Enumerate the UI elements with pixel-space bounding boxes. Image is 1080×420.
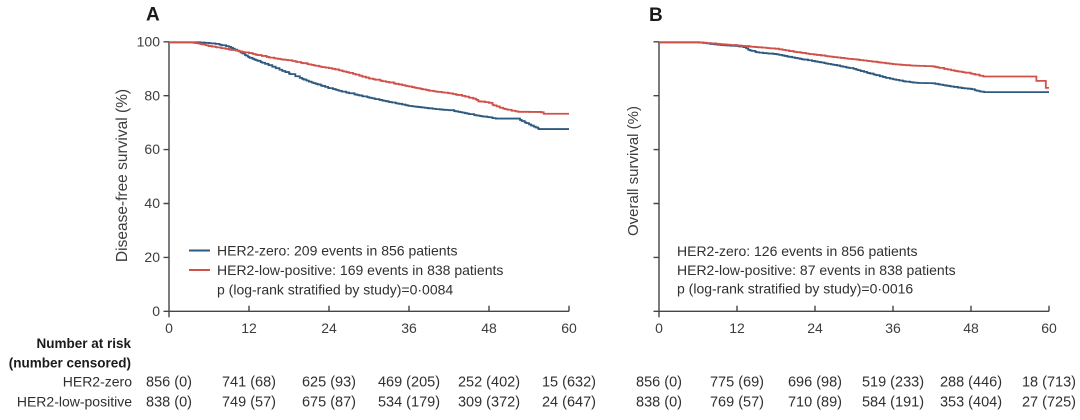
svg-text:Number at risk: Number at risk — [36, 336, 131, 351]
svg-text:741 (68): 741 (68) — [222, 375, 276, 391]
svg-text:710 (89): 710 (89) — [788, 395, 842, 411]
svg-text:A: A — [146, 5, 160, 26]
svg-text:Overall survival (%): Overall survival (%) — [625, 106, 642, 236]
svg-text:288 (446): 288 (446) — [940, 375, 1002, 391]
svg-text:12: 12 — [241, 320, 257, 336]
svg-text:12: 12 — [729, 320, 745, 336]
svg-text:838 (0): 838 (0) — [146, 395, 192, 411]
svg-text:696 (98): 696 (98) — [788, 375, 842, 391]
svg-text:24: 24 — [807, 320, 823, 336]
svg-text:p (log-rank stratified by stud: p (log-rank stratified by study)=0·0084 — [217, 281, 453, 297]
svg-text:0: 0 — [152, 303, 160, 319]
svg-text:584 (191): 584 (191) — [862, 395, 924, 411]
svg-text:HER2-zero: HER2-zero — [63, 374, 132, 390]
svg-text:Disease-free survival (%): Disease-free survival (%) — [114, 89, 131, 262]
svg-text:27 (725): 27 (725) — [1022, 395, 1076, 411]
svg-text:B: B — [649, 5, 663, 26]
svg-text:HER2-zero: 209 events in 856 p: HER2-zero: 209 events in 856 patients — [217, 243, 457, 259]
svg-text:24 (647): 24 (647) — [542, 395, 596, 411]
svg-text:HER2-low-positive: 169 events: HER2-low-positive: 169 events in 838 pat… — [217, 262, 503, 278]
svg-text:48: 48 — [963, 320, 979, 336]
svg-text:15 (632): 15 (632) — [542, 375, 596, 391]
svg-text:60: 60 — [561, 320, 577, 336]
svg-text:18 (713): 18 (713) — [1022, 375, 1076, 391]
svg-text:40: 40 — [144, 195, 160, 211]
svg-text:p (log-rank stratified by stud: p (log-rank stratified by study)=0·0016 — [677, 281, 913, 297]
svg-text:856 (0): 856 (0) — [636, 375, 682, 391]
svg-text:353 (404): 353 (404) — [940, 395, 1002, 411]
svg-text:469 (205): 469 (205) — [378, 375, 440, 391]
svg-text:100: 100 — [137, 33, 161, 49]
svg-text:HER2-low-positive: 87 events i: HER2-low-positive: 87 events in 838 pati… — [677, 262, 956, 278]
svg-text:48: 48 — [481, 320, 497, 336]
svg-text:625 (93): 625 (93) — [302, 375, 356, 391]
svg-text:519 (233): 519 (233) — [862, 375, 924, 391]
svg-text:60: 60 — [144, 141, 160, 157]
svg-text:0: 0 — [165, 320, 173, 336]
svg-text:309 (372): 309 (372) — [458, 395, 520, 411]
svg-text:769 (57): 769 (57) — [710, 395, 764, 411]
svg-text:856 (0): 856 (0) — [146, 375, 192, 391]
svg-text:(number censored): (number censored) — [9, 355, 131, 370]
svg-text:36: 36 — [401, 320, 417, 336]
svg-text:HER2-zero: 126 events in 856 p: HER2-zero: 126 events in 856 patients — [677, 243, 917, 259]
svg-text:534 (179): 534 (179) — [378, 395, 440, 411]
svg-text:838 (0): 838 (0) — [636, 395, 682, 411]
svg-text:HER2-low-positive: HER2-low-positive — [17, 394, 132, 410]
svg-text:775 (69): 775 (69) — [710, 375, 764, 391]
svg-text:80: 80 — [144, 87, 160, 103]
svg-text:749 (57): 749 (57) — [222, 395, 276, 411]
svg-text:36: 36 — [885, 320, 901, 336]
svg-text:20: 20 — [144, 249, 160, 265]
svg-text:0: 0 — [655, 320, 663, 336]
svg-text:675 (87): 675 (87) — [302, 395, 356, 411]
svg-text:24: 24 — [321, 320, 337, 336]
svg-text:60: 60 — [1041, 320, 1057, 336]
svg-text:252 (402): 252 (402) — [458, 375, 520, 391]
